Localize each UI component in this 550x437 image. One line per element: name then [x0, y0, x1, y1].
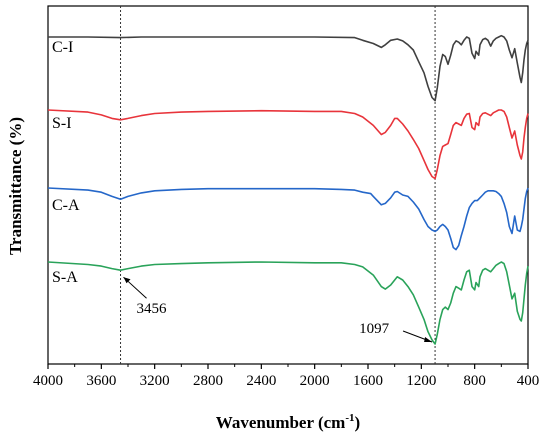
- x-tick-label: 2800: [193, 373, 223, 389]
- annotations: 3456 1097: [123, 276, 433, 343]
- series-label-s-i: S-I: [52, 115, 72, 132]
- series-line-s-i: [47, 109, 529, 180]
- y-axis-title: Transmittance (%): [6, 117, 25, 255]
- x-axis-title: Wavenumber (cm-1): [216, 412, 360, 432]
- series-label-c-a: C-A: [52, 197, 80, 214]
- series-layer: C-I S-I C-A S-A: [47, 34, 529, 345]
- annotation-label-1097: 1097: [359, 321, 390, 337]
- arrow-head-icon: [424, 337, 433, 342]
- x-tick-label: 1600: [353, 373, 383, 389]
- x-axis-ticks: 4000 3600 3200 2800 2400 2000 1600 1200 800 400: [33, 364, 539, 389]
- x-tick-label: 3200: [140, 373, 170, 389]
- x-tick-label: 4000: [33, 373, 63, 389]
- x-tick-label: 800: [463, 373, 486, 389]
- plot-frame: [47, 5, 529, 365]
- x-tick-label: 1200: [406, 373, 436, 389]
- reference-lines: [120, 6, 436, 364]
- series-line-c-i: [48, 34, 529, 102]
- x-tick-label: 400: [517, 373, 540, 389]
- series-label-c-i: C-I: [52, 39, 73, 56]
- annotation-label-3456: 3456: [137, 301, 168, 317]
- series-line-s-a: [47, 261, 529, 345]
- x-tick-label: 2400: [246, 373, 276, 389]
- x-tick-label: 2000: [300, 373, 330, 389]
- arrow-head-icon: [123, 277, 131, 284]
- series-line-c-a: [47, 187, 529, 251]
- series-label-s-a: S-A: [52, 269, 78, 286]
- x-tick-label: 3600: [86, 373, 116, 389]
